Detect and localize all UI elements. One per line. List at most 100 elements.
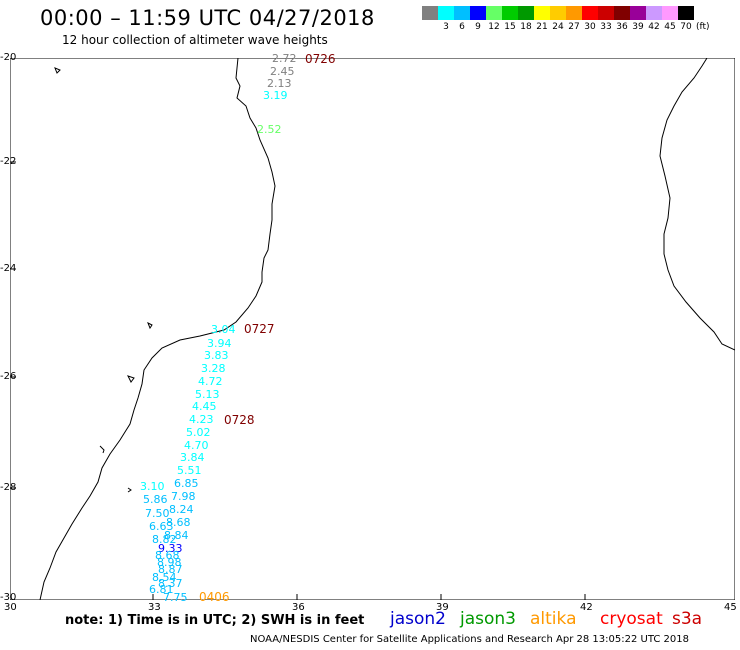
- wave-height-value: 2.45: [270, 65, 295, 78]
- legend-swatch: [630, 6, 646, 20]
- legend-swatch: [566, 6, 582, 20]
- wave-height-value: 8.68: [155, 549, 180, 562]
- legend-swatch: [550, 6, 566, 20]
- wave-height-value: 3.10: [140, 480, 165, 493]
- legend-swatch: [470, 6, 486, 20]
- wave-height-value: 4.45: [192, 400, 217, 413]
- page-subtitle: 12 hour collection of altimeter wave hei…: [62, 33, 328, 47]
- y-tick-label: -22: [0, 156, 17, 167]
- wave-height-value: 6.63: [149, 520, 174, 533]
- x-tick-label: 33: [148, 602, 161, 613]
- x-tick-label: 42: [580, 602, 593, 613]
- legend-swatch: [534, 6, 550, 20]
- pass-time-label: 0726: [305, 52, 336, 66]
- wave-height-value: 8.37: [158, 577, 183, 590]
- wave-height-value: 8.84: [164, 529, 189, 542]
- legend-cell: 18: [518, 6, 534, 32]
- wave-height-value: 3.19: [263, 89, 288, 102]
- page-title: 00:00 – 11:59 UTC 04/27/2018: [40, 6, 375, 30]
- wave-height-value: 9.33: [158, 542, 183, 555]
- wave-height-value: 8.68: [166, 516, 191, 529]
- y-tick-label: -28: [0, 482, 17, 493]
- legend-swatch: [422, 6, 438, 20]
- satellite-legend-jason3: jason3: [460, 609, 516, 629]
- legend-cell: 24: [550, 6, 566, 32]
- wave-height-value: 7.98: [171, 490, 196, 503]
- wave-height-value: 2.72: [272, 52, 297, 65]
- wave-height-value: 8.24: [169, 503, 194, 516]
- legend-unit: (ft): [696, 22, 710, 32]
- legend-cell: 39: [630, 6, 646, 32]
- legend-label: 6: [459, 22, 465, 32]
- map-frame: [10, 58, 735, 600]
- legend-label: 27: [568, 22, 580, 32]
- satellite-legend-s3a: s3a: [672, 609, 703, 629]
- wave-height-value: 2.13: [267, 77, 292, 90]
- legend-cell: 9: [470, 6, 486, 32]
- legend-label: 36: [616, 22, 628, 32]
- wave-height-value: 7.75: [163, 591, 188, 604]
- x-tick-label: 30: [4, 602, 17, 613]
- legend-label: 42: [648, 22, 660, 32]
- legend-cell: 70: [678, 6, 694, 32]
- wave-height-value: 8.87: [158, 563, 183, 576]
- wave-height-value: 5.13: [195, 388, 220, 401]
- x-tick-label: 36: [292, 602, 305, 613]
- coastline-madagascar: [659, 58, 735, 351]
- legend-swatch: [646, 6, 662, 20]
- wave-height-value: 3.04: [211, 323, 236, 336]
- wave-height-value: 8.54: [152, 571, 177, 584]
- legend-swatch: [598, 6, 614, 20]
- wave-height-value: 7.50: [145, 507, 170, 520]
- legend-cell: 21: [534, 6, 550, 32]
- legend-label: 18: [520, 22, 532, 32]
- legend-label: 70: [680, 22, 692, 32]
- wave-height-value: 5.86: [143, 493, 168, 506]
- legend-cell: 15: [502, 6, 518, 32]
- pass-time-label: 0727: [244, 322, 275, 336]
- wave-height-value: 5.51: [177, 464, 202, 477]
- coastline-africa: [39, 58, 276, 600]
- legend-cell: 36: [614, 6, 630, 32]
- legend-swatch: [518, 6, 534, 20]
- legend-label: 45: [664, 22, 676, 32]
- x-tick-label: 45: [724, 602, 737, 613]
- legend-cell: 27: [566, 6, 582, 32]
- color-legend: 3 6 9 12 15 18 21 24 27 30 33 36 39 42 45 70 (ft): [422, 6, 710, 32]
- wave-height-value: 3.28: [201, 362, 226, 375]
- legend-cell: [422, 6, 438, 32]
- wave-height-value: 8.82: [152, 533, 177, 546]
- wave-height-value: 4.72: [198, 375, 223, 388]
- legend-label: 39: [632, 22, 644, 32]
- legend-cell: 30: [582, 6, 598, 32]
- legend-swatch: [502, 6, 518, 20]
- wave-height-value: 6.81: [149, 583, 174, 596]
- satellite-legend-jason2: jason2: [390, 609, 446, 629]
- legend-cell: 12: [486, 6, 502, 32]
- wave-height-value: 4.70: [184, 439, 209, 452]
- wave-height-value: 3.84: [180, 451, 205, 464]
- legend-swatch: [438, 6, 454, 20]
- y-tick-label: -24: [0, 263, 17, 274]
- legend-label: 21: [536, 22, 548, 32]
- wave-height-value: 8.98: [157, 556, 182, 569]
- legend-cell: 42: [646, 6, 662, 32]
- wave-height-value: 5.02: [186, 426, 211, 439]
- satellite-legend-cryosat: cryosat: [600, 609, 663, 629]
- legend-swatch: [454, 6, 470, 20]
- legend-label: 30: [584, 22, 596, 32]
- legend-label: 24: [552, 22, 564, 32]
- legend-label: 12: [488, 22, 500, 32]
- legend-cell: 6: [454, 6, 470, 32]
- legend-swatch: [662, 6, 678, 20]
- wave-height-value: 2.52: [257, 123, 282, 136]
- legend-swatch: [678, 6, 694, 20]
- y-tick-label: -26: [0, 371, 17, 382]
- credit-line: NOAA/NESDIS Center for Satellite Applica…: [250, 634, 689, 645]
- legend-swatch: [486, 6, 502, 20]
- pass-time-label: 0728: [224, 413, 255, 427]
- y-tick-label: -20: [0, 52, 17, 63]
- wave-height-value: 4.23: [189, 413, 214, 426]
- legend-label: 15: [504, 22, 516, 32]
- wave-height-value: 3.83: [204, 349, 229, 362]
